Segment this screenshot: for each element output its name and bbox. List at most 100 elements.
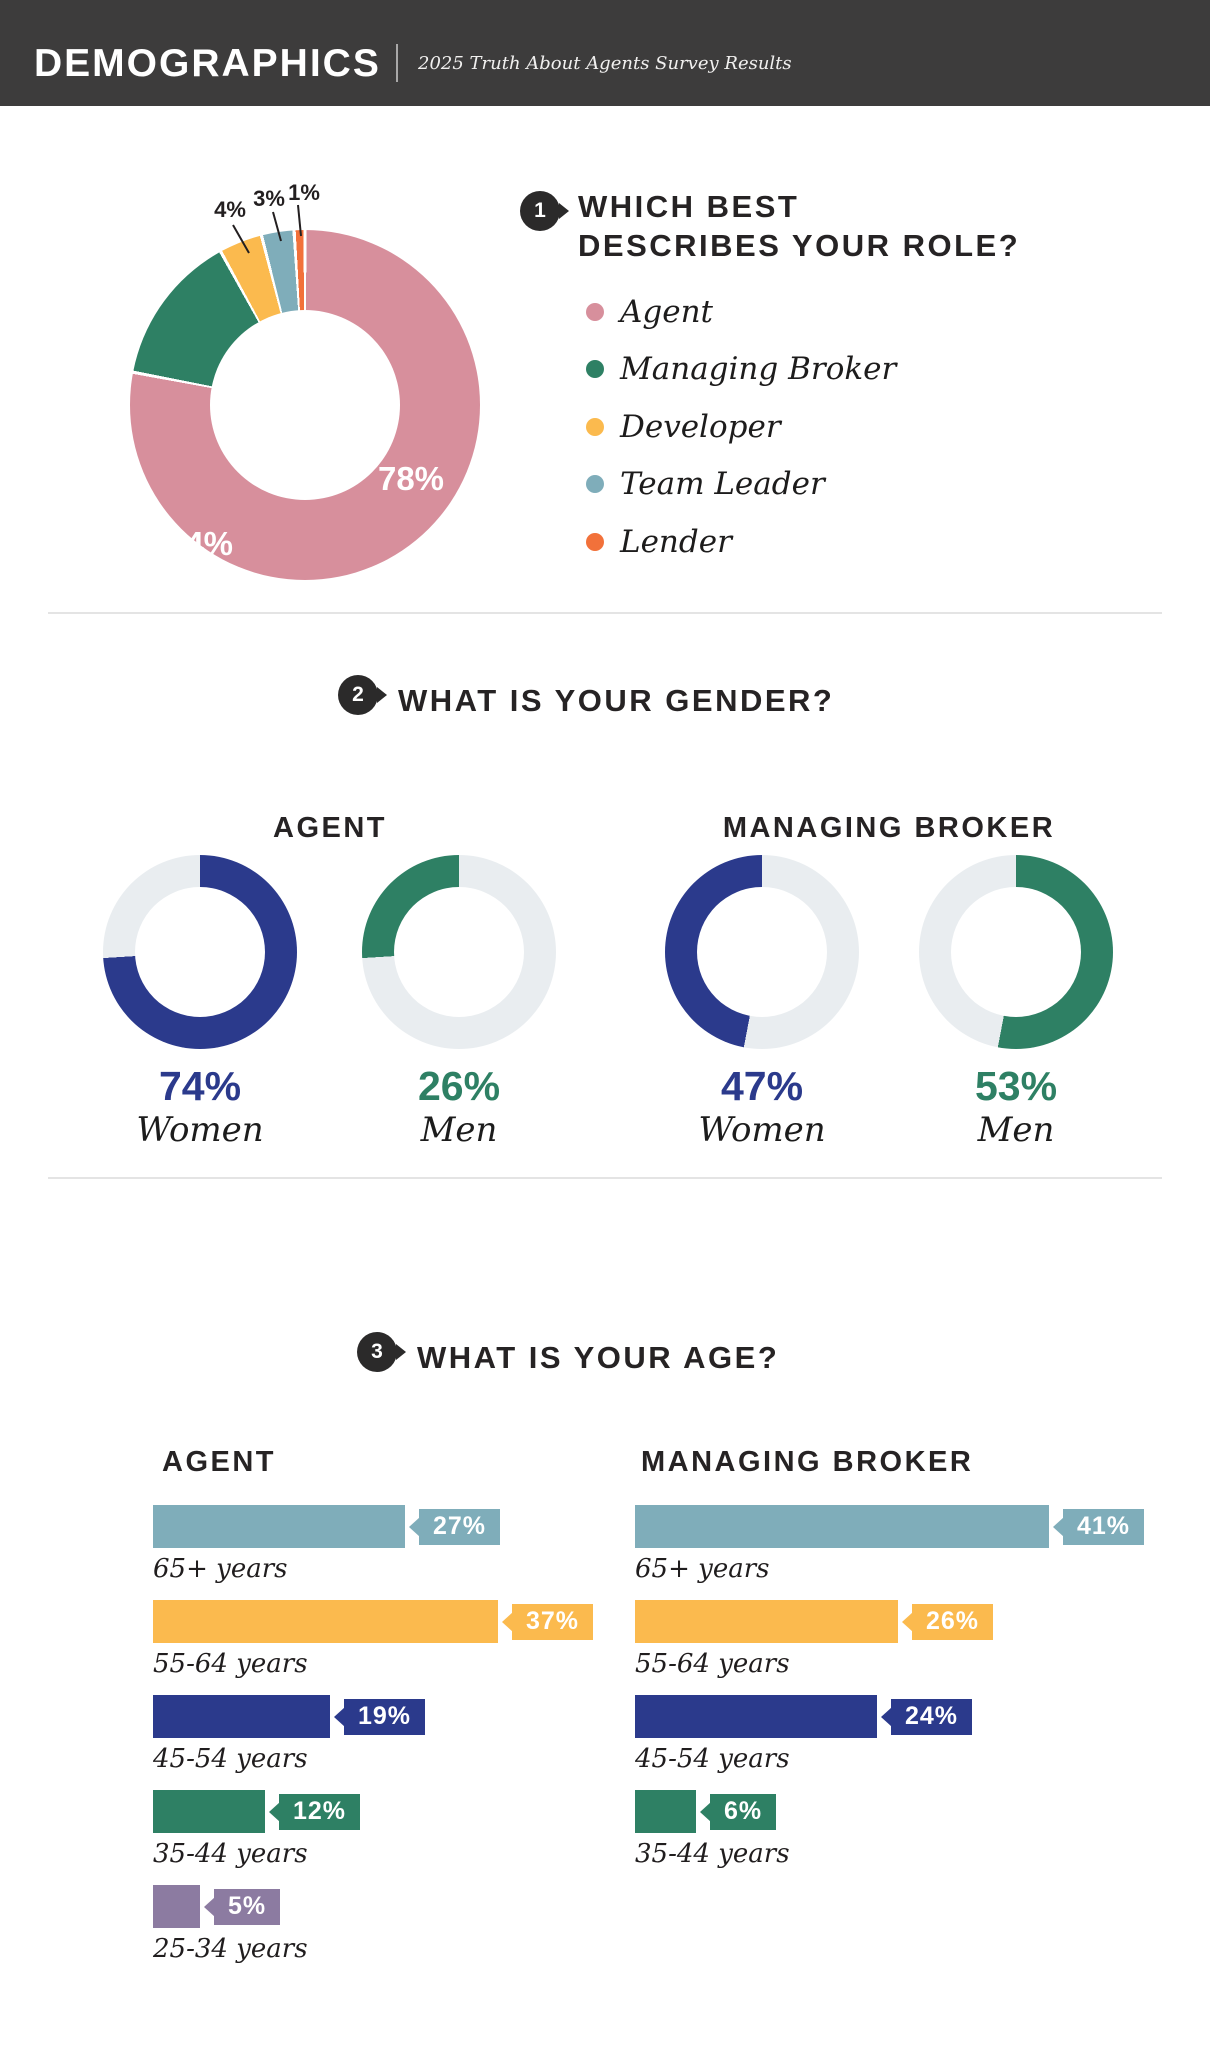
value-tag: 37% xyxy=(512,1603,594,1640)
age-bar-row: 41% 65+ years xyxy=(635,1505,1145,1584)
role-donut xyxy=(130,230,480,580)
bar xyxy=(153,1790,265,1833)
bar xyxy=(635,1790,696,1833)
age-column-header-managing-broker: MANAGING BROKER xyxy=(641,1446,974,1478)
value-tag: 24% xyxy=(891,1698,973,1735)
legend-item-lender: Lender xyxy=(586,518,732,566)
bar-line: 5% xyxy=(153,1885,308,1928)
legend-label: Lender xyxy=(620,524,732,560)
bar xyxy=(635,1695,877,1738)
value-tag: 27% xyxy=(419,1508,501,1545)
managing-broker-women-donut xyxy=(665,855,859,1049)
gender-label: Women xyxy=(136,1110,264,1150)
gender-group-header-managing-broker: MANAGING BROKER xyxy=(722,812,1056,844)
bar-label: 65+ years xyxy=(153,1554,288,1584)
gender-label: Men xyxy=(420,1110,498,1150)
bar xyxy=(635,1600,898,1643)
gender-group-header-agent: AGENT xyxy=(273,812,387,844)
bar-label: 55-64 years xyxy=(635,1649,790,1679)
question-1-badge: 1 xyxy=(520,191,560,231)
bar-line: 26% xyxy=(635,1600,994,1643)
legend-item-agent: Agent xyxy=(586,288,713,336)
header-bar: DEMOGRAPHICS 2025 Truth About Agents Sur… xyxy=(0,0,1210,106)
role-slice-value-lender: 1% xyxy=(288,180,320,205)
bar-line: 27% xyxy=(153,1505,501,1548)
gender-label: Men xyxy=(977,1110,1055,1150)
age-column-header-agent: AGENT xyxy=(162,1446,276,1478)
legend-item-developer: Developer xyxy=(586,403,781,451)
age-bar-row: 37% 55-64 years xyxy=(153,1600,594,1679)
header-subtitle: 2025 Truth About Agents Survey Results xyxy=(418,53,792,74)
question-1-title-line-2: DESCRIBES YOUR ROLE? xyxy=(578,228,1021,263)
question-2-title: WHAT IS YOUR GENDER? xyxy=(398,683,835,718)
agent-men-donut xyxy=(362,855,556,1049)
age-bar-row: 12% 35-44 years xyxy=(153,1790,361,1869)
gender-value: 47% xyxy=(720,1063,804,1109)
section-divider xyxy=(48,612,1162,614)
lender-dot-icon xyxy=(586,533,604,551)
gender-card-managing-broker-women: 47% Women xyxy=(665,855,859,1150)
bar-label: 65+ years xyxy=(635,1554,770,1584)
managing-broker-dot-icon xyxy=(586,360,604,378)
header-divider xyxy=(396,44,398,82)
question-1-title: WHICH BEST DESCRIBES YOUR ROLE? xyxy=(578,187,1020,265)
developer-dot-icon xyxy=(586,418,604,436)
managing-broker-men-donut xyxy=(919,855,1113,1049)
age-bar-row: 19% 45-54 years xyxy=(153,1695,426,1774)
question-3-badge: 3 xyxy=(357,1332,397,1372)
legend-label: Team Leader xyxy=(620,466,825,502)
role-slice-value-managing-broker: 14% xyxy=(166,525,234,562)
bar xyxy=(153,1505,405,1548)
question-2-badge: 2 xyxy=(338,675,378,715)
gender-value: 74% xyxy=(158,1063,242,1109)
value-tag: 6% xyxy=(710,1793,777,1830)
agent-dot-icon xyxy=(586,303,604,321)
bar xyxy=(153,1885,200,1928)
bar-line: 19% xyxy=(153,1695,426,1738)
bar-label: 35-44 years xyxy=(635,1839,790,1869)
section-divider xyxy=(48,1177,1162,1179)
gender-value: 26% xyxy=(417,1063,501,1109)
legend-item-team-leader: Team Leader xyxy=(586,460,825,508)
role-slice-value-team-leader: 3% xyxy=(253,186,285,211)
value-tag: 41% xyxy=(1063,1508,1145,1545)
value-tag: 5% xyxy=(214,1888,281,1925)
value-tag: 26% xyxy=(912,1603,994,1640)
gender-card-agent-women: 74% Women xyxy=(103,855,297,1150)
value-tag: 19% xyxy=(344,1698,426,1735)
legend-item-managing-broker: Managing Broker xyxy=(586,345,896,393)
bar-line: 6% xyxy=(635,1790,790,1833)
legend-label: Developer xyxy=(620,409,781,445)
bar-label: 25-34 years xyxy=(153,1934,308,1964)
bar-line: 24% xyxy=(635,1695,973,1738)
question-1-title-line-1: WHICH BEST xyxy=(578,189,800,224)
age-bar-row: 27% 65+ years xyxy=(153,1505,501,1584)
bar xyxy=(635,1505,1049,1548)
team-leader-dot-icon xyxy=(586,475,604,493)
bar-label: 45-54 years xyxy=(635,1744,790,1774)
bar xyxy=(153,1695,330,1738)
role-donut-chart: 78% 14% xyxy=(130,230,480,580)
gender-card-managing-broker-men: 53% Men xyxy=(919,855,1113,1150)
bar xyxy=(153,1600,498,1643)
age-bar-row: 6% 35-44 years xyxy=(635,1790,790,1869)
bar-line: 41% xyxy=(635,1505,1145,1548)
gender-label: Women xyxy=(698,1110,826,1150)
question-3-title: WHAT IS YOUR AGE? xyxy=(417,1340,780,1375)
age-bar-row: 24% 45-54 years xyxy=(635,1695,973,1774)
gender-card-agent-men: 26% Men xyxy=(362,855,556,1150)
bar-label: 35-44 years xyxy=(153,1839,308,1869)
agent-women-donut xyxy=(103,855,297,1049)
bar-line: 37% xyxy=(153,1600,594,1643)
age-bar-row: 5% 25-34 years xyxy=(153,1885,308,1964)
gender-value: 53% xyxy=(974,1063,1058,1109)
bar-label: 55-64 years xyxy=(153,1649,308,1679)
legend-label: Agent xyxy=(620,294,713,330)
bar-label: 45-54 years xyxy=(153,1744,308,1774)
role-slice-value-agent: 78% xyxy=(377,460,445,497)
bar-line: 12% xyxy=(153,1790,361,1833)
legend-label: Managing Broker xyxy=(620,351,897,387)
role-slice-value-developer: 4% xyxy=(214,197,246,222)
page-title: DEMOGRAPHICS xyxy=(34,42,381,85)
